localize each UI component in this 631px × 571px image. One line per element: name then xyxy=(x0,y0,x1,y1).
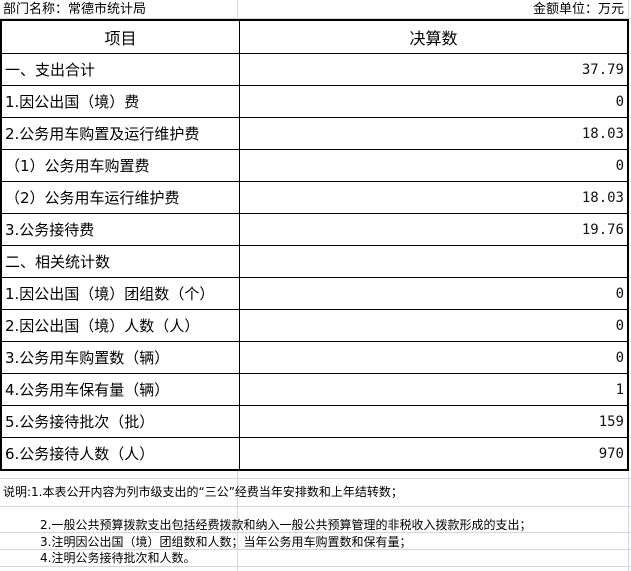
row-value: 159 xyxy=(239,405,629,438)
row-item: 4.公务用车保有量（辆） xyxy=(0,373,240,406)
row-item: （2）公务用车运行维护费 xyxy=(0,181,240,214)
row-value: 1 xyxy=(239,373,629,406)
table-row: 1.因公出国（境）团组数（个） 0 xyxy=(0,277,629,310)
row-item: 二、相关统计数 xyxy=(0,245,240,278)
row-item: 1.因公出国（境）费 xyxy=(0,85,240,118)
row-item: 一、支出合计 xyxy=(0,53,240,86)
row-value: 0 xyxy=(239,85,629,118)
table-header-row: 项目 决算数 xyxy=(0,19,629,54)
row-value: 19.76 xyxy=(239,213,629,246)
row-value: 0 xyxy=(239,341,629,374)
row-value: 18.03 xyxy=(239,117,629,150)
row-value: 18.03 xyxy=(239,181,629,214)
row-item: 2.因公出国（境）人数（人） xyxy=(0,309,240,342)
note-3: 3.注明因公出国（境）团组数和人数；当年公务用车购置数和保有量； xyxy=(40,535,412,549)
row-item: 2.公务用车购置及运行维护费 xyxy=(0,117,240,150)
column-header-item: 项目 xyxy=(0,19,240,54)
sheet-header: 部门名称：常德市统计局 金额单位：万元 xyxy=(0,0,628,19)
row-value: 0 xyxy=(239,309,629,342)
row-value: 0 xyxy=(239,149,629,182)
table-row: （1）公务用车购置费 0 xyxy=(0,149,629,182)
note-2: 2.一般公共预算拨款支出包括经费拨款和纳入一般公共预算管理的非税收入拨款形成的支… xyxy=(40,518,532,532)
row-value: 0 xyxy=(239,277,629,310)
row-value: 970 xyxy=(239,437,629,471)
expenditure-table: 项目 决算数 一、支出合计 37.79 1.因公出国（境）费 0 2.公务用车购置及运行… xyxy=(0,19,629,471)
row-item: 6.公务接待人数（人） xyxy=(0,437,240,471)
row-item: 5.公务接待批次（批） xyxy=(0,405,240,438)
table-row: 3.公务用车购置数（辆） 0 xyxy=(0,341,629,374)
note-1: 说明:1.本表公开内容为列市级支出的“三公”经费当年安排数和上年结转数； xyxy=(3,485,403,499)
row-value xyxy=(239,245,629,278)
row-item: 3.公务接待费 xyxy=(0,213,240,246)
table-row: 6.公务接待人数（人） 970 xyxy=(0,437,629,471)
unit-label: 金额单位：万元 xyxy=(532,2,624,17)
note-4: 4.注明公务接待批次和人数。 xyxy=(40,551,196,565)
table-row: 2.公务用车购置及运行维护费 18.03 xyxy=(0,117,629,150)
row-item: （1）公务用车购置费 xyxy=(0,149,240,182)
row-item: 1.因公出国（境）团组数（个） xyxy=(0,277,240,310)
row-item: 3.公务用车购置数（辆） xyxy=(0,341,240,374)
table-row: 2.因公出国（境）人数（人） 0 xyxy=(0,309,629,342)
table-row: （2）公务用车运行维护费 18.03 xyxy=(0,181,629,214)
table-row: 5.公务接待批次（批） 159 xyxy=(0,405,629,438)
department-label: 部门名称：常德市统计局 xyxy=(3,2,147,17)
table-row: 4.公务用车保有量（辆） 1 xyxy=(0,373,629,406)
column-header-value: 决算数 xyxy=(239,19,629,54)
table-row: 3.公务接待费 19.76 xyxy=(0,213,629,246)
table-row: 1.因公出国（境）费 0 xyxy=(0,85,629,118)
table-row: 一、支出合计 37.79 xyxy=(0,53,629,86)
row-value: 37.79 xyxy=(239,53,629,86)
table-row: 二、相关统计数 xyxy=(0,245,629,278)
